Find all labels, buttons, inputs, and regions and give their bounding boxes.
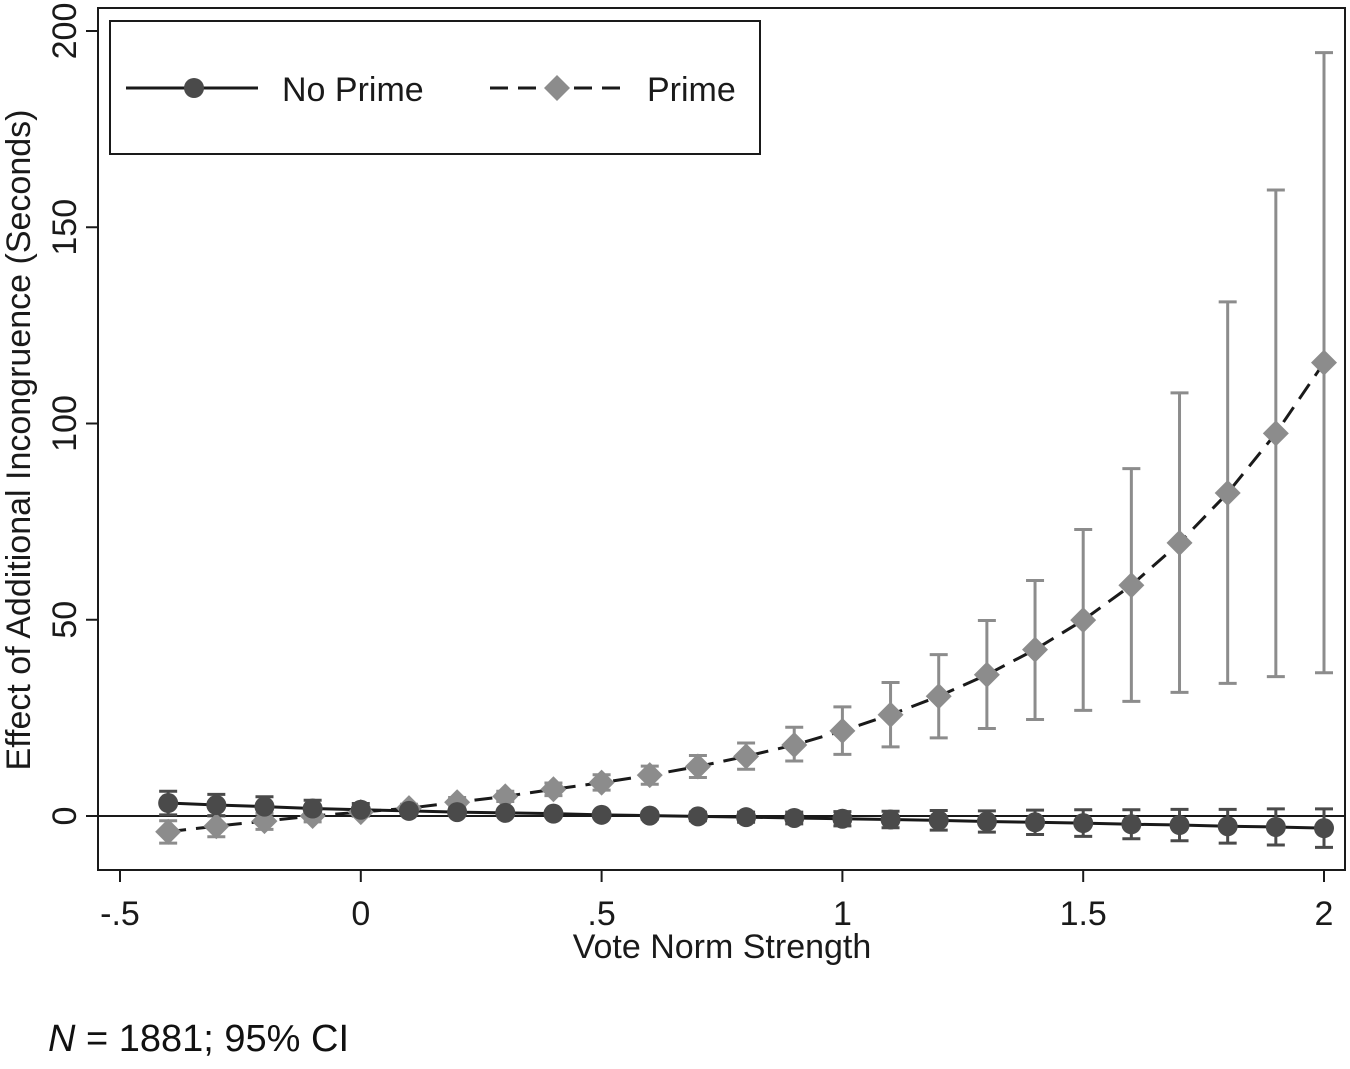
- no-prime-point: [1025, 812, 1046, 833]
- x-tick-label: 1: [833, 895, 852, 933]
- prime-point: [251, 808, 278, 835]
- legend-no-prime-label: No Prime: [282, 71, 424, 109]
- x-axis-label: Vote Norm Strength: [573, 928, 872, 966]
- prime-point: [155, 818, 182, 845]
- legend-prime-label: Prime: [647, 71, 736, 109]
- sample-size-note: N = 1881; 95% CI: [48, 1018, 349, 1061]
- prime-point: [1166, 529, 1193, 556]
- prime-point: [1262, 420, 1289, 447]
- no-prime-point: [302, 798, 323, 819]
- no-prime-point: [1169, 815, 1190, 836]
- no-prime-point: [928, 810, 949, 831]
- no-prime-point: [784, 807, 805, 828]
- y-tick-label: 100: [46, 395, 84, 452]
- no-prime-point: [1217, 816, 1238, 837]
- y-tick-label: 0: [46, 807, 84, 826]
- prime-point: [1118, 572, 1145, 599]
- no-prime-point: [495, 802, 516, 823]
- no-prime-point: [398, 800, 419, 821]
- prime-point: [492, 783, 519, 810]
- no-prime-point: [1121, 814, 1142, 835]
- no-prime-point: [736, 807, 757, 828]
- prime-point: [1214, 479, 1241, 506]
- no-prime-point: [976, 811, 997, 832]
- prime-point: [877, 701, 904, 728]
- prime-point: [684, 753, 711, 780]
- no-prime-point: [158, 793, 179, 814]
- no-prime-point: [254, 796, 275, 817]
- no-prime-point: [591, 804, 612, 825]
- prime-point: [1022, 636, 1049, 663]
- prime-point: [588, 769, 615, 796]
- no-prime-point: [447, 802, 468, 823]
- no-prime-point: [206, 795, 227, 816]
- prime-point: [1311, 349, 1337, 376]
- x-tick-label: .5: [587, 895, 615, 933]
- no-prime-point: [543, 803, 564, 824]
- prime-point: [1070, 607, 1097, 634]
- y-tick-label: 200: [46, 3, 84, 60]
- no-prime-point: [1265, 816, 1286, 837]
- legend-prime-marker: [544, 75, 570, 101]
- no-prime-point: [350, 799, 371, 820]
- legend-no-prime-marker: [184, 78, 204, 98]
- prime-point: [925, 683, 952, 710]
- no-prime-point: [832, 808, 853, 829]
- x-tick-label: -.5: [100, 895, 140, 933]
- prime-point: [540, 776, 567, 803]
- prime-point: [829, 717, 856, 744]
- y-tick-label: 50: [46, 601, 84, 639]
- no-prime-point: [1314, 818, 1334, 839]
- prime-point: [733, 743, 760, 770]
- prime-point: [636, 762, 663, 789]
- prime-point: [203, 813, 230, 840]
- x-tick-label: 2: [1315, 895, 1334, 933]
- no-prime-point: [880, 809, 901, 830]
- no-prime-point: [639, 805, 660, 826]
- no-prime-point: [1073, 813, 1094, 834]
- plot-frame: [97, 7, 1346, 871]
- prime-point: [781, 731, 808, 758]
- prime-point: [973, 661, 1000, 688]
- x-tick-label: 1.5: [1060, 895, 1107, 933]
- n-symbol: N: [48, 1018, 76, 1060]
- y-tick-label: 150: [46, 199, 84, 256]
- no-prime-point: [687, 806, 708, 827]
- note-text: = 1881; 95% CI: [75, 1018, 350, 1060]
- y-axis-label: Effect of Additional Incongruence (Secon…: [0, 110, 38, 771]
- x-tick-label: 0: [351, 895, 370, 933]
- chart: -.5 0 .5 1 1.5 2 0 50 100 150 200 Vote Norm Streng…: [0, 3, 1346, 966]
